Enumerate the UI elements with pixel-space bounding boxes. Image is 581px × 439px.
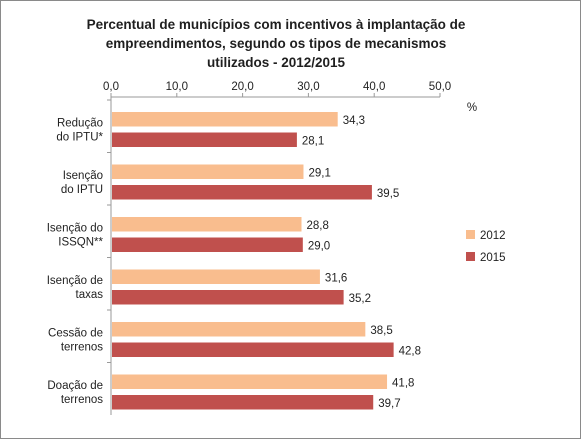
chart-title-line-3: utilizados - 2012/2015 bbox=[206, 55, 346, 70]
bar-2015 bbox=[112, 342, 394, 357]
bar-2012 bbox=[112, 164, 304, 179]
data-label: 29,0 bbox=[308, 241, 330, 253]
chart-title-line-1: Percentual de municípios com incentivos … bbox=[86, 17, 466, 32]
category-label: Isenção do bbox=[47, 223, 103, 235]
bar-2012 bbox=[112, 217, 302, 232]
category-label: Isenção bbox=[63, 170, 103, 182]
category-label: terrenos bbox=[61, 394, 103, 406]
legend-label: 2015 bbox=[480, 252, 506, 264]
category-label: taxas bbox=[76, 289, 104, 301]
x-tick-label: 30,0 bbox=[297, 81, 319, 93]
legend-swatch bbox=[466, 252, 475, 261]
legend-label: 2012 bbox=[480, 230, 506, 242]
data-label: 28,8 bbox=[307, 220, 329, 232]
data-label: 42,8 bbox=[399, 346, 421, 358]
category-label: Doação de bbox=[47, 380, 103, 392]
bar-2012 bbox=[112, 269, 320, 284]
x-tick-label: 10,0 bbox=[166, 81, 188, 93]
data-label: 38,5 bbox=[370, 325, 392, 337]
data-label: 29,1 bbox=[308, 168, 330, 180]
data-label: 35,2 bbox=[349, 293, 371, 305]
data-label: 41,8 bbox=[392, 378, 414, 390]
bar-2015 bbox=[112, 237, 303, 252]
data-label: 39,7 bbox=[378, 398, 400, 410]
x-tick-label: 50,0 bbox=[429, 81, 451, 93]
bar-2015 bbox=[112, 185, 372, 200]
category-label: Isenção de bbox=[47, 275, 103, 287]
chart-title-line-2: empreendimentos, segundo os tipos de mec… bbox=[105, 36, 447, 51]
bar-2012 bbox=[112, 374, 388, 389]
unit-label: % bbox=[467, 102, 477, 114]
bar-2015 bbox=[112, 290, 344, 305]
data-label: 28,1 bbox=[302, 136, 324, 148]
data-label: 39,5 bbox=[377, 188, 399, 200]
legend-swatch bbox=[466, 230, 475, 239]
category-label: do IPTU* bbox=[56, 132, 103, 144]
data-label: 34,3 bbox=[343, 115, 365, 127]
bar-2012 bbox=[112, 322, 366, 337]
bar-2015 bbox=[112, 132, 297, 147]
x-tick-label: 20,0 bbox=[231, 81, 253, 93]
chart-title: Percentual de municípios com incentivos … bbox=[61, 15, 491, 72]
x-tick-label: 40,0 bbox=[363, 81, 385, 93]
data-label: 31,6 bbox=[325, 273, 347, 285]
bar-2015 bbox=[112, 395, 374, 410]
category-label: terrenos bbox=[61, 342, 103, 354]
category-label: do IPTU bbox=[61, 184, 103, 196]
category-label: Cessão de bbox=[48, 328, 103, 340]
category-label: Redução bbox=[57, 118, 103, 130]
x-tick-label: 0,0 bbox=[103, 81, 119, 93]
category-label: ISSQN** bbox=[58, 237, 103, 249]
bar-2012 bbox=[112, 112, 338, 127]
